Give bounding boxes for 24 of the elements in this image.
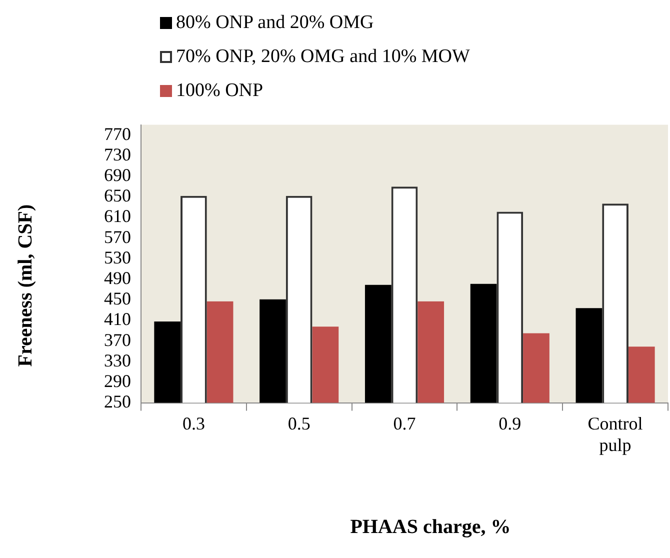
y-tick-label: 650: [104, 186, 131, 206]
y-tick-label: 450: [104, 288, 131, 309]
y-tick-label: 290: [104, 370, 131, 391]
y-tick-label: 530: [104, 247, 131, 268]
x-tick-label: 0.5: [288, 413, 310, 434]
y-axis-title: Freeness (ml, CSF): [14, 204, 38, 366]
x-tick-label: 0.3: [182, 413, 205, 434]
legend-label: 70% ONP, 20% OMG and 10% MOW: [176, 45, 470, 69]
x-tick-label: Control pulp: [588, 413, 643, 455]
y-tick-label: 690: [104, 165, 131, 186]
legend-label: 80% ONP and 20% OMG: [176, 11, 374, 35]
y-tick-label: 570: [104, 226, 131, 247]
y-tick-label: 610: [104, 206, 131, 226]
y-tick-label: 730: [104, 144, 131, 164]
x-tick-label: 0.7: [393, 413, 416, 434]
y-tick-label: 330: [104, 350, 131, 370]
y-tick-label: 770: [104, 124, 131, 144]
x-axis-title: PHAAS charge, %: [349, 516, 512, 539]
y-tick-label: 410: [104, 309, 131, 330]
y-tick-label: 370: [104, 330, 131, 350]
legend-label: 100% ONP: [176, 79, 264, 103]
y-tick-label: 250: [104, 392, 131, 412]
x-tick-label: 0.9: [498, 413, 522, 434]
y-tick-label: 490: [104, 268, 131, 288]
